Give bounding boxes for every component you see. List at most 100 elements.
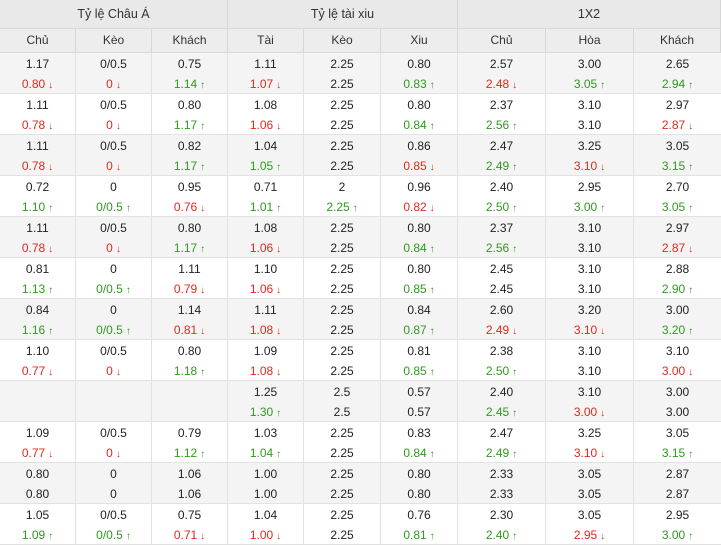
- odds-initial: 2.95: [634, 505, 721, 525]
- column-header: Hòa: [546, 29, 634, 52]
- odds-initial: 0/0.5: [76, 95, 151, 115]
- odds-current: 0.78 ↓: [0, 238, 75, 258]
- odds-value: 2.25: [330, 282, 354, 296]
- odds-value: 0.85: [403, 364, 427, 378]
- odds-value: 0.82: [403, 200, 427, 214]
- odds-value: 0.78: [21, 118, 46, 132]
- odds-value: 1.10: [21, 200, 46, 214]
- odds-cell: 2.25 2.25: [304, 422, 381, 462]
- odds-current: 2.49 ↑: [458, 443, 545, 463]
- odds-value: 3.05: [665, 139, 690, 153]
- column-header: Xiu: [381, 29, 458, 52]
- odds-initial: 2.45: [458, 259, 545, 279]
- odds-current: 1.00 ↓: [228, 525, 303, 545]
- odds-initial: 2.25: [304, 341, 380, 361]
- odds-cell: 1.11 1.07 ↓: [228, 53, 304, 93]
- odds-initial: 0.80: [152, 341, 227, 361]
- odds-current: 1.30 ↑: [228, 402, 303, 422]
- odds-cell: 0.79 1.12 ↑: [152, 422, 228, 462]
- odds-current: 2.56 ↑: [458, 115, 545, 135]
- odds-current: 1.17 ↑: [152, 115, 227, 135]
- odds-initial: 2.70: [634, 177, 721, 197]
- odds-initial: 0.95: [152, 177, 227, 197]
- odds-value: 1.06: [177, 467, 202, 481]
- odds-value: 0.81: [25, 262, 50, 276]
- odds-value: 2.45: [489, 262, 514, 276]
- odds-value: 1.03: [253, 426, 278, 440]
- arrow-down-icon: ↓: [200, 531, 206, 542]
- odds-value: 1.11: [26, 221, 49, 235]
- odds-value: 0.80: [177, 221, 202, 235]
- odds-cell: 2.40 2.50 ↑: [458, 176, 546, 216]
- odds-cell: 2.45 2.45: [458, 258, 546, 298]
- odds-current: 0.77 ↓: [0, 361, 75, 381]
- odds-value: 2.25: [330, 262, 354, 276]
- odds-current: 2.25: [304, 484, 380, 504]
- odds-cell: [76, 381, 152, 421]
- odds-current: 1.06: [152, 484, 227, 504]
- odds-cell: [152, 381, 228, 421]
- odds-initial: 3.10: [546, 95, 633, 115]
- odds-value: 2.95: [577, 180, 602, 194]
- odds-value: 2.25: [330, 364, 354, 378]
- odds-initial: 2.25: [304, 464, 380, 484]
- odds-initial: 0/0.5: [76, 423, 151, 443]
- arrow-up-icon: ↑: [600, 80, 606, 91]
- odds-value: 0.57: [407, 405, 431, 419]
- odds-cell: 3.00 3.20 ↑: [634, 299, 721, 339]
- odds-initial: 0/0.5: [76, 54, 151, 74]
- column-header: Kèo: [304, 29, 381, 52]
- odds-current: 1.04 ↑: [228, 443, 303, 463]
- odds-current: 0 ↓: [76, 156, 151, 176]
- odds-value: 0/0.5: [100, 98, 127, 112]
- table-row: 1.17 0.80 ↓ 0/0.5 0 ↓ 0.75 1.14 ↑ 1.11 1.07 ↓ 2.25 2.…: [0, 53, 721, 94]
- odds-value: 0/0.5: [100, 221, 127, 235]
- odds-cell: 0/0.5 0 ↓: [76, 53, 152, 93]
- odds-current: 3.10 ↓: [546, 156, 633, 176]
- odds-current: 3.00 ↓: [546, 402, 633, 422]
- odds-cell: 2 2.25 ↑: [304, 176, 381, 216]
- odds-value: 3.05: [665, 426, 690, 440]
- table-body: 1.17 0.80 ↓ 0/0.5 0 ↓ 0.75 1.14 ↑ 1.11 1.07 ↓ 2.25 2.…: [0, 53, 721, 545]
- table-row: 1.10 0.77 ↓ 0/0.5 0 ↓ 0.80 1.18 ↑ 1.09 1.08 ↓ 2.25 2.…: [0, 340, 721, 381]
- odds-current: 0.85 ↑: [381, 279, 457, 299]
- odds-value: 2.25: [330, 57, 354, 71]
- odds-current: 0.84 ↑: [381, 115, 457, 135]
- odds-value: 0.80: [407, 487, 431, 501]
- odds-value: 3.10: [665, 344, 690, 358]
- odds-value: 1.14: [177, 303, 202, 317]
- odds-current: 2.25: [304, 361, 380, 381]
- odds-cell: 2.30 2.40 ↑: [458, 504, 546, 544]
- odds-value: 2.45: [489, 282, 514, 296]
- odds-value: 1.06: [249, 118, 274, 132]
- odds-cell: 2.97 2.87 ↓: [634, 94, 721, 134]
- odds-cell: 0/0.5 0 ↓: [76, 340, 152, 380]
- odds-initial: 0.57: [381, 382, 457, 402]
- odds-value: 2.97: [665, 221, 690, 235]
- odds-value: 0/0.5: [96, 282, 123, 296]
- arrow-down-icon: ↓: [600, 408, 606, 419]
- odds-initial: 1.05: [0, 505, 75, 525]
- odds-current: 1.13 ↑: [0, 279, 75, 299]
- odds-value: 1.06: [177, 487, 202, 501]
- arrow-down-icon: ↓: [688, 367, 694, 378]
- odds-cell: 3.25 3.10 ↓: [546, 422, 634, 462]
- odds-initial: 1.08: [228, 218, 303, 238]
- odds-value: 2.49: [485, 159, 510, 173]
- odds-current: 2.25 ↑: [304, 197, 380, 217]
- arrow-up-icon: ↑: [429, 326, 435, 337]
- odds-current: 0/0.5 ↑: [76, 320, 151, 340]
- odds-value: 1.17: [173, 159, 198, 173]
- arrow-up-icon: ↑: [200, 367, 206, 378]
- odds-initial: 0.96: [381, 177, 457, 197]
- odds-cell: 1.08 1.06 ↓: [228, 217, 304, 257]
- odds-value: 1.08: [253, 221, 278, 235]
- odds-current: [0, 402, 75, 422]
- odds-value: 3.10: [577, 282, 602, 296]
- odds-current: 3.10: [546, 279, 633, 299]
- odds-value: 3.10: [577, 364, 602, 378]
- odds-initial: 2.47: [458, 136, 545, 156]
- odds-initial: 0/0.5: [76, 505, 151, 525]
- odds-value: 3.25: [577, 139, 602, 153]
